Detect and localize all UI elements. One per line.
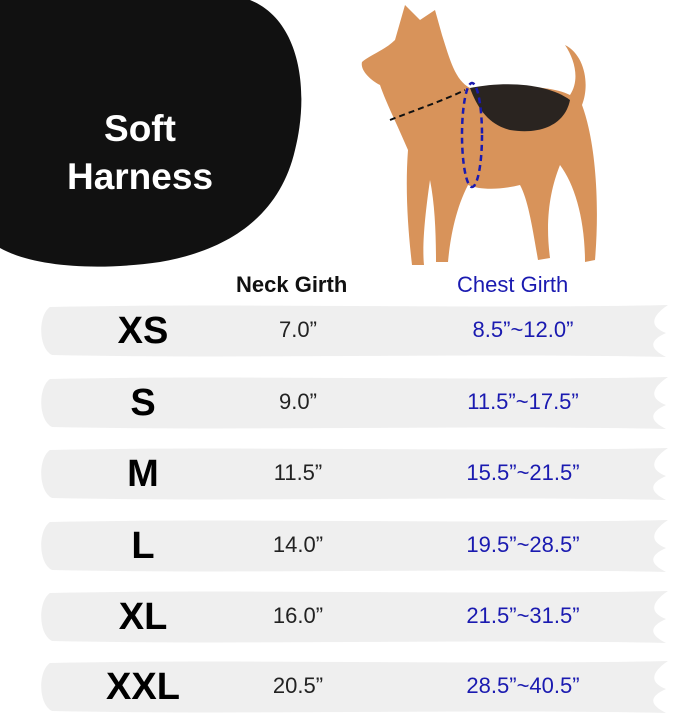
size-label: M	[127, 453, 159, 495]
size-row-xxl: XXL 20.5” 28.5”~40.5”	[38, 659, 679, 715]
chest-girth-value: 28.5”~40.5”	[466, 673, 580, 698]
size-label: S	[130, 382, 156, 424]
title-blob	[0, 0, 302, 267]
size-row-m: M 11.5” 15.5”~21.5”	[38, 446, 679, 502]
chest-girth-value: 21.5”~31.5”	[466, 603, 580, 628]
size-label: XXL	[106, 666, 180, 708]
neck-girth-value: 14.0”	[272, 532, 324, 557]
row-background	[41, 661, 668, 713]
size-row-xl: XL 16.0” 21.5”~31.5”	[38, 589, 679, 645]
chest-girth-value: 11.5”~17.5”	[467, 389, 579, 414]
row-background	[41, 520, 668, 572]
size-row-l: L 14.0” 19.5”~28.5”	[38, 518, 679, 574]
size-label: XS	[117, 310, 169, 352]
chest-girth-value: 8.5”~12.0”	[472, 317, 574, 342]
chest-girth-value: 15.5”~21.5”	[466, 460, 580, 485]
neck-girth-value: 16.0”	[272, 603, 324, 628]
size-label: L	[131, 525, 155, 567]
size-label: XL	[118, 596, 168, 638]
neck-girth-value: 7.0”	[279, 317, 317, 342]
row-background	[41, 305, 668, 357]
chest-girth-value: 19.5”~28.5”	[466, 532, 580, 557]
size-row-s: S 9.0” 11.5”~17.5”	[38, 375, 679, 431]
title-line2: Harness	[66, 156, 214, 197]
size-row-xs: XS 7.0” 8.5”~12.0”	[38, 303, 679, 359]
neck-girth-value: 11.5”	[273, 460, 323, 485]
dog-illustration	[361, 5, 597, 265]
row-background	[41, 448, 668, 500]
row-background	[41, 377, 668, 429]
neck-girth-header: Neck Girth	[236, 272, 348, 297]
neck-girth-value: 9.0”	[279, 389, 317, 414]
title-line1: Soft	[104, 108, 176, 149]
chest-girth-header: Chest Girth	[457, 272, 569, 297]
neck-girth-value: 20.5”	[272, 673, 324, 698]
row-background	[41, 591, 668, 643]
